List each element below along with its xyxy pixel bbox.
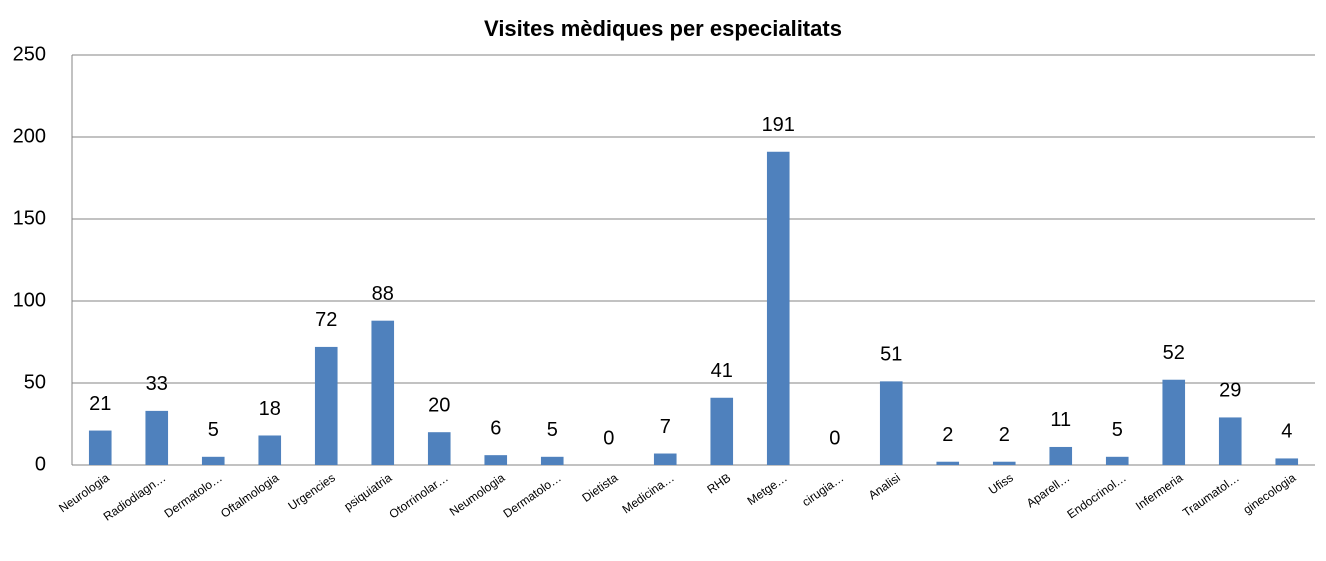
bar	[1162, 379, 1186, 465]
bar	[427, 432, 451, 465]
y-tick-label: 100	[13, 289, 46, 311]
x-tick-label: Otorrinolar…	[386, 471, 450, 522]
value-label: 0	[829, 427, 840, 449]
bar	[1275, 458, 1299, 465]
x-tick-label: Urgencies	[286, 471, 338, 513]
value-label: 0	[603, 427, 614, 449]
x-tick-label: Neurologia	[56, 470, 112, 515]
x-tick-label: RHB	[704, 471, 733, 497]
bar	[936, 461, 960, 465]
value-label: 29	[1219, 380, 1241, 402]
x-tick-label: Medicina…	[620, 471, 677, 517]
value-label: 33	[146, 373, 168, 395]
value-label: 4	[1281, 421, 1292, 443]
value-label: 11	[1050, 409, 1071, 431]
value-label: 6	[490, 417, 501, 439]
value-label: 21	[89, 393, 111, 415]
value-label: 18	[259, 398, 281, 420]
x-tick-label: Oftalmologia	[218, 470, 281, 520]
bar	[1218, 417, 1242, 465]
value-label: 5	[1112, 419, 1123, 441]
x-tick-label: Aparell…	[1024, 471, 1072, 511]
value-label: 191	[762, 114, 795, 136]
x-tick-label: Endocrinol…	[1064, 471, 1128, 522]
x-tick-label: Neumologia	[447, 470, 508, 518]
bar	[1049, 446, 1073, 465]
value-label: 20	[428, 394, 450, 416]
value-label: 51	[880, 344, 902, 366]
bar	[201, 456, 225, 465]
x-tick-label: Infermeria	[1133, 470, 1186, 513]
value-label: 5	[547, 419, 558, 441]
x-tick-label: Analisi	[866, 471, 903, 503]
x-tick-label: Radiodiagn…	[101, 471, 169, 524]
x-tick-label: cirugia…	[799, 471, 846, 510]
value-label: 5	[208, 419, 219, 441]
bar	[540, 456, 564, 465]
x-tick-label: Dietista	[579, 470, 620, 505]
y-tick-label: 50	[24, 371, 46, 393]
chart-title: Visites mèdiques per especialitats	[484, 16, 842, 41]
bar	[145, 410, 169, 465]
bar	[1105, 456, 1129, 465]
y-tick-label: 200	[13, 125, 46, 147]
y-tick-label: 0	[35, 453, 46, 475]
value-label: 2	[999, 424, 1010, 446]
value-label: 41	[711, 360, 733, 382]
value-label: 72	[315, 309, 337, 331]
x-tick-label: Dermatolo…	[162, 471, 225, 521]
x-tick-label: Traumatol…	[1180, 471, 1242, 520]
bar	[314, 346, 338, 465]
bar	[371, 320, 395, 465]
x-tick-label: Ufiss	[986, 471, 1016, 498]
y-tick-label: 150	[13, 207, 46, 229]
value-label: 52	[1163, 342, 1185, 364]
bar	[879, 381, 903, 465]
value-label: 7	[660, 416, 671, 438]
bar	[484, 455, 508, 465]
x-tick-label: Dermatolo…	[501, 471, 564, 521]
bar	[653, 453, 677, 465]
x-tick-label: psiquiatria	[341, 470, 394, 513]
bar	[766, 151, 790, 465]
x-tick-label: ginecologia	[1241, 470, 1299, 516]
value-label: 2	[942, 424, 953, 446]
x-tick-label: Metge…	[745, 471, 790, 508]
y-tick-label: 250	[13, 43, 46, 65]
bar	[258, 435, 282, 465]
bar	[88, 430, 112, 465]
bar	[710, 397, 734, 465]
value-label: 88	[372, 283, 394, 305]
bar	[992, 461, 1016, 465]
